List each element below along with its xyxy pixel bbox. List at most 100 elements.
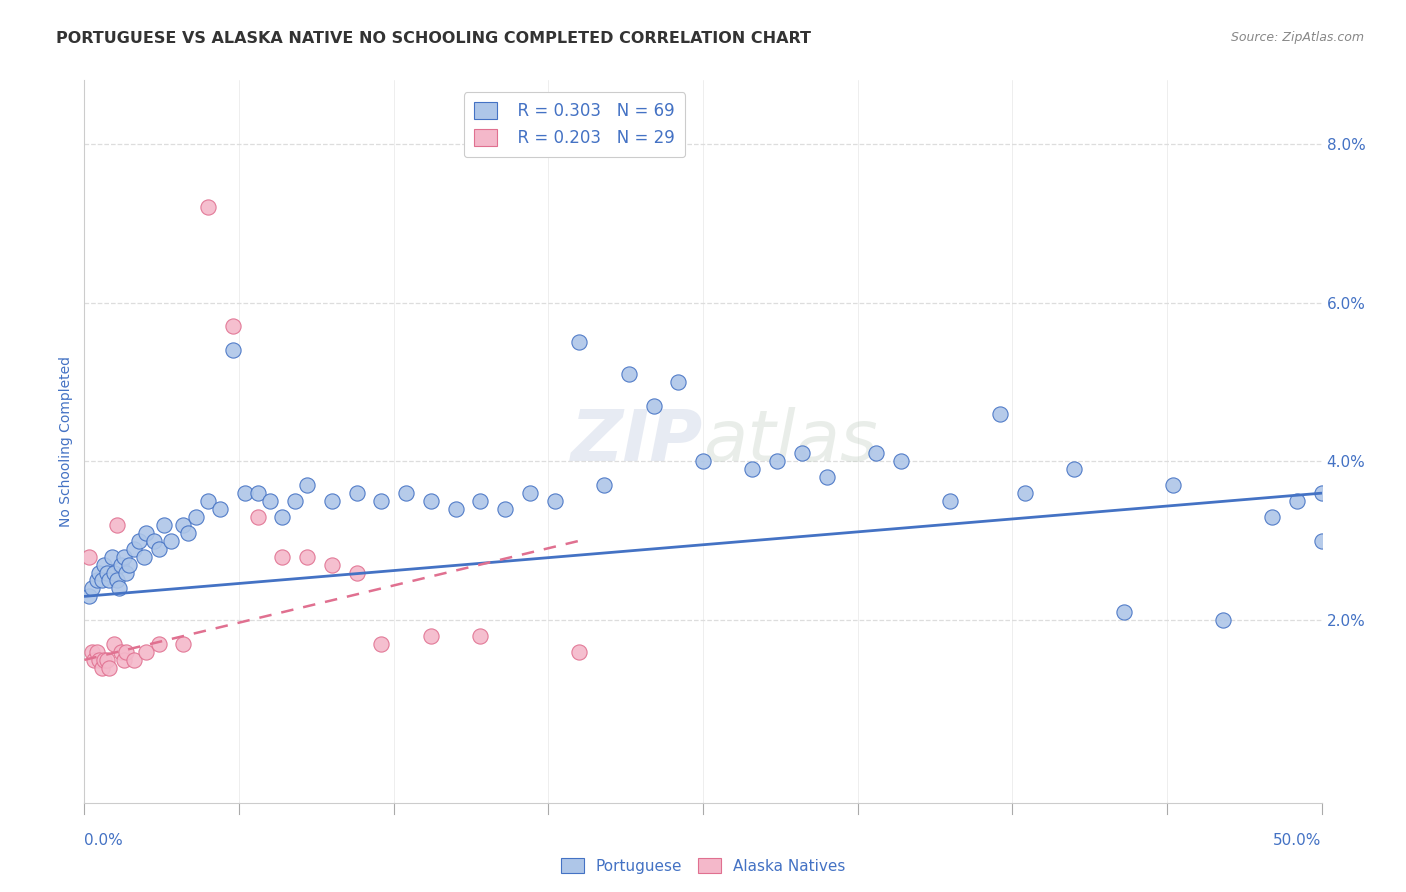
Point <box>115 645 138 659</box>
Point <box>110 558 132 572</box>
Point <box>89 653 111 667</box>
Point <box>295 549 318 564</box>
Point <box>321 494 343 508</box>
Text: ZIP: ZIP <box>571 407 703 476</box>
Point <box>160 533 183 548</box>
Point <box>209 502 232 516</box>
Point <box>135 645 157 659</box>
Point <box>568 645 591 659</box>
Point <box>271 510 294 524</box>
Point <box>96 653 118 667</box>
Point <box>766 454 789 468</box>
Point <box>568 335 591 350</box>
Point <box>233 486 256 500</box>
Point <box>132 549 155 564</box>
Point <box>246 510 269 524</box>
Point <box>90 574 112 588</box>
Point <box>246 486 269 500</box>
Text: 0.0%: 0.0% <box>84 833 124 848</box>
Point <box>370 637 392 651</box>
Point <box>470 494 492 508</box>
Point <box>543 494 565 508</box>
Point <box>89 566 111 580</box>
Point <box>152 517 174 532</box>
Point <box>112 653 135 667</box>
Point <box>128 533 150 548</box>
Point <box>112 549 135 564</box>
Point <box>222 319 245 334</box>
Point <box>177 525 200 540</box>
Point <box>321 558 343 572</box>
Point <box>295 478 318 492</box>
Point <box>80 645 103 659</box>
Point <box>346 566 368 580</box>
Point <box>115 566 138 580</box>
Point <box>122 541 145 556</box>
Point <box>142 533 165 548</box>
Y-axis label: No Schooling Completed: No Schooling Completed <box>59 356 73 527</box>
Point <box>692 454 714 468</box>
Point <box>1261 510 1284 524</box>
Point <box>197 200 219 214</box>
Point <box>184 510 207 524</box>
Point <box>259 494 281 508</box>
Point <box>1014 486 1036 500</box>
Point <box>444 502 467 516</box>
Point <box>79 549 101 564</box>
Text: 50.0%: 50.0% <box>1274 833 1322 848</box>
Point <box>271 549 294 564</box>
Point <box>593 478 616 492</box>
Point <box>419 494 441 508</box>
Point <box>100 549 122 564</box>
Point <box>86 645 108 659</box>
Point <box>108 582 131 596</box>
Point <box>122 653 145 667</box>
Point <box>395 486 418 500</box>
Point <box>98 574 121 588</box>
Point <box>96 566 118 580</box>
Point <box>988 407 1011 421</box>
Point <box>1212 613 1234 627</box>
Point <box>93 558 115 572</box>
Point <box>1112 605 1135 619</box>
Point <box>865 446 887 460</box>
Point <box>890 454 912 468</box>
Text: atlas: atlas <box>703 407 877 476</box>
Point <box>148 637 170 651</box>
Point <box>284 494 307 508</box>
Point <box>666 375 689 389</box>
Point <box>80 582 103 596</box>
Point <box>135 525 157 540</box>
Point <box>1161 478 1184 492</box>
Point <box>222 343 245 358</box>
Point <box>346 486 368 500</box>
Point <box>98 661 121 675</box>
Point <box>1310 486 1333 500</box>
Legend:   R = 0.303   N = 69,   R = 0.203   N = 29: R = 0.303 N = 69, R = 0.203 N = 29 <box>464 92 685 157</box>
Point <box>370 494 392 508</box>
Point <box>470 629 492 643</box>
Point <box>939 494 962 508</box>
Point <box>790 446 813 460</box>
Point <box>90 661 112 675</box>
Point <box>643 399 665 413</box>
Point <box>148 541 170 556</box>
Point <box>79 590 101 604</box>
Point <box>110 645 132 659</box>
Point <box>172 637 194 651</box>
Point <box>419 629 441 643</box>
Point <box>1310 533 1333 548</box>
Point <box>519 486 541 500</box>
Legend: Portuguese, Alaska Natives: Portuguese, Alaska Natives <box>555 852 851 880</box>
Point <box>83 653 105 667</box>
Point <box>494 502 516 516</box>
Text: PORTUGUESE VS ALASKA NATIVE NO SCHOOLING COMPLETED CORRELATION CHART: PORTUGUESE VS ALASKA NATIVE NO SCHOOLING… <box>56 31 811 46</box>
Point <box>815 470 838 484</box>
Point <box>1285 494 1308 508</box>
Point <box>617 367 640 381</box>
Point <box>118 558 141 572</box>
Point <box>741 462 763 476</box>
Point <box>103 637 125 651</box>
Point <box>86 574 108 588</box>
Point <box>105 517 128 532</box>
